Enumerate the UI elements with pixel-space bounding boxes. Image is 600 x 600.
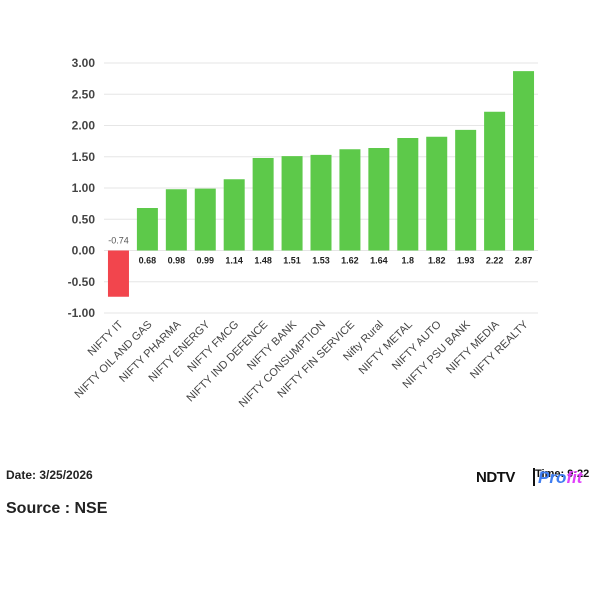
data-label: 0.68 [139, 256, 157, 266]
bar [223, 179, 245, 251]
y-tick-label: 0.50 [72, 212, 96, 226]
data-label: -0.74 [108, 236, 129, 246]
data-label: 1.48 [254, 256, 272, 266]
bar-chart: 3.00 2.50 2.00 1.50 1.00 0.50 0.00 -0.50 -1.00 -0… [68, 56, 538, 410]
bar [136, 208, 158, 251]
y-tick-label: 0.00 [72, 244, 96, 258]
data-label: 1.82 [428, 256, 446, 266]
y-tick-label: 1.00 [72, 181, 96, 195]
time-label: Time: 9:22 [535, 468, 590, 480]
bar [194, 188, 216, 251]
data-label: 0.99 [197, 256, 215, 266]
y-tick-label: 1.50 [72, 150, 96, 164]
ndtv-profit-logo: NDTV Time: 9:22 Profit [476, 466, 594, 490]
data-label: 1.14 [225, 256, 243, 266]
bar [513, 71, 535, 251]
y-tick-label: 2.50 [72, 87, 96, 101]
data-label: 1.93 [457, 256, 475, 266]
data-label: 1.64 [370, 256, 388, 266]
data-label: 2.87 [515, 256, 533, 266]
data-label: 1.62 [341, 256, 359, 266]
bar [107, 250, 129, 297]
bar [339, 149, 361, 251]
data-label: 1.8 [402, 256, 415, 266]
y-tick-label: -0.50 [68, 275, 96, 289]
y-tick-label: 3.00 [72, 56, 96, 70]
y-tick-label: -1.00 [68, 306, 96, 320]
bar [484, 111, 506, 251]
data-label: 0.98 [168, 256, 186, 266]
bar [281, 156, 303, 251]
ndtv-wordmark: NDTV [476, 469, 515, 486]
bar [426, 136, 448, 251]
data-label: 1.53 [312, 256, 330, 266]
bar [455, 129, 477, 251]
source-label: Source : NSE [6, 500, 108, 517]
bar [397, 138, 419, 251]
bar [310, 154, 332, 251]
data-label: 2.22 [486, 256, 504, 266]
bar [252, 158, 274, 251]
data-label: 1.51 [283, 256, 301, 266]
bar [165, 189, 187, 251]
y-tick-label: 2.00 [72, 119, 96, 133]
date-label: Date: 3/25/2026 [6, 468, 93, 482]
bar [368, 148, 390, 251]
logo-divider [533, 468, 535, 486]
profit-wordmark: Profit [538, 468, 583, 487]
